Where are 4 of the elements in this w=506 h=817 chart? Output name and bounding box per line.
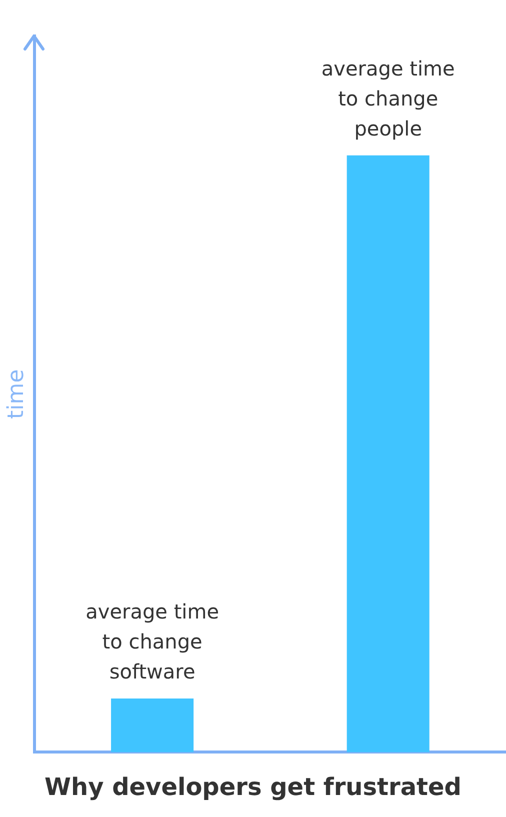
x-tick-label: average time to change people (321, 56, 455, 140)
x-tick-label: average time to change software (86, 599, 220, 684)
text: Why developers get frustrated (44, 772, 462, 801)
y-axis-title: time (4, 369, 29, 419)
